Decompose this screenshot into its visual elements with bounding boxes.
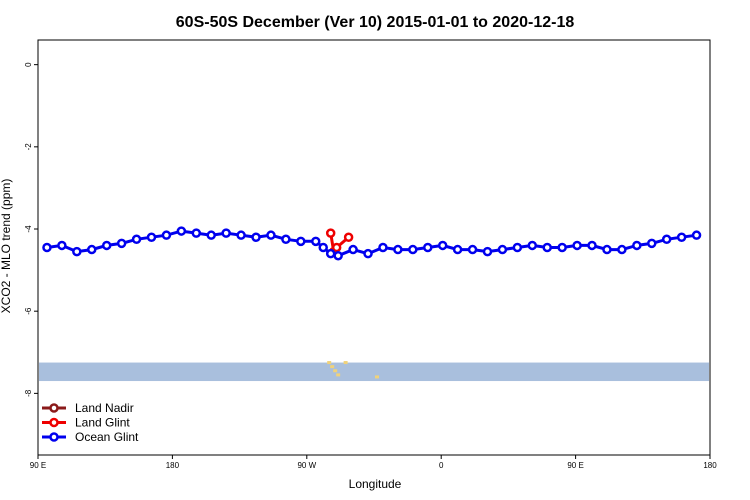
x-tick-label: 90 W bbox=[297, 461, 316, 470]
ocean-glint-point bbox=[602, 244, 612, 255]
legend-land-nadir-marker bbox=[49, 403, 59, 413]
land-patch bbox=[336, 373, 341, 377]
ocean-glint-point bbox=[101, 240, 112, 251]
ocean-glint-point bbox=[176, 226, 187, 236]
land-patch bbox=[333, 369, 338, 373]
ocean-glint-point bbox=[221, 228, 231, 238]
x-axis-label: Longitude bbox=[349, 477, 402, 491]
x-tick-label: 90 E bbox=[30, 461, 46, 470]
ocean-glint-line bbox=[46, 229, 697, 258]
land-patch bbox=[330, 365, 335, 369]
ocean-glint-point bbox=[691, 230, 702, 240]
plot-frame bbox=[37, 39, 711, 456]
land-band-layer bbox=[39, 361, 709, 382]
legend-ocean-glint-marker bbox=[49, 432, 59, 442]
y-tick-label: -2 bbox=[24, 143, 33, 151]
ocean-glint-point bbox=[72, 246, 82, 257]
ocean-glint-point bbox=[363, 248, 373, 259]
ocean-glint-point bbox=[311, 236, 321, 247]
ocean-glint-point bbox=[393, 244, 403, 255]
series-layer bbox=[42, 226, 702, 261]
land-glint-point bbox=[325, 228, 336, 238]
ocean-glint-point bbox=[116, 238, 127, 249]
land-glint-point bbox=[343, 232, 354, 242]
y-axis: 0 -2 -4 -6 -8 bbox=[24, 62, 38, 397]
ocean-glint-point bbox=[408, 244, 418, 255]
legend-land-nadir-label: Land Nadir bbox=[75, 401, 134, 415]
x-tick-label: 180 bbox=[703, 461, 717, 470]
ocean-glint-point bbox=[325, 248, 336, 259]
ocean-glint-point bbox=[587, 240, 597, 251]
ocean-glint-point bbox=[676, 232, 687, 242]
ocean-glint-point bbox=[296, 236, 306, 247]
y-tick-label: 0 bbox=[24, 62, 33, 67]
ocean-glint-point bbox=[527, 240, 538, 251]
ocean-glint-point bbox=[542, 242, 552, 253]
land-patch bbox=[374, 375, 379, 379]
chart-title: 60S-50S December (Ver 10) 2015-01-01 to … bbox=[176, 14, 575, 31]
land-patch bbox=[327, 361, 332, 365]
y-tick-label: -6 bbox=[24, 307, 33, 315]
ocean-glint-point bbox=[482, 246, 493, 257]
ocean-glint-point bbox=[572, 240, 582, 251]
legend-land-glint-marker bbox=[49, 417, 59, 428]
x-tick-label: 180 bbox=[166, 461, 180, 470]
y-axis-label: XCO2 - MLO trend (ppm) bbox=[0, 179, 13, 314]
ocean-band bbox=[39, 362, 709, 382]
ocean-glint-point bbox=[423, 242, 433, 253]
ocean-glint-point bbox=[512, 242, 523, 253]
ocean-glint-point bbox=[161, 230, 172, 240]
ocean-glint-point bbox=[146, 232, 157, 242]
ocean-glint-point bbox=[348, 244, 358, 255]
ocean-glint-point bbox=[131, 234, 142, 245]
ocean-glint-point bbox=[497, 244, 508, 255]
legend-land-glint-label: Land Glint bbox=[75, 416, 130, 430]
ocean-glint-point bbox=[57, 240, 67, 251]
land-patch bbox=[343, 361, 348, 365]
ocean-glint-point bbox=[318, 242, 328, 253]
ocean-glint-point bbox=[452, 244, 463, 255]
x-tick-label: 90 E bbox=[567, 461, 583, 470]
legend-ocean-glint-label: Ocean Glint bbox=[75, 430, 139, 444]
ocean-glint-point bbox=[251, 232, 261, 242]
ocean-glint-point bbox=[191, 228, 202, 238]
ocean-glint-point bbox=[617, 244, 627, 255]
ocean-glint-point bbox=[333, 250, 343, 261]
ocean-glint-point bbox=[42, 242, 52, 253]
ocean-glint-point bbox=[557, 242, 567, 253]
ocean-glint-point bbox=[378, 242, 388, 253]
land-glint-point bbox=[331, 242, 342, 253]
y-tick-label: -4 bbox=[24, 225, 33, 233]
ocean-glint-point bbox=[236, 230, 246, 240]
ocean-glint-point bbox=[266, 230, 276, 240]
x-axis: 90 E 180 90 W 0 90 E 180 bbox=[30, 455, 717, 470]
ocean-glint-point bbox=[467, 244, 478, 255]
x-tick-label: 0 bbox=[439, 461, 444, 470]
ocean-glint-point bbox=[206, 230, 216, 240]
ocean-glint-point bbox=[632, 240, 642, 251]
ocean-glint-point bbox=[437, 240, 448, 251]
y-tick-label: -8 bbox=[24, 389, 33, 397]
ocean-glint-point bbox=[661, 234, 672, 245]
ocean-glint-point bbox=[647, 238, 657, 249]
ocean-glint-point bbox=[281, 234, 291, 245]
ocean-glint-point bbox=[87, 244, 97, 255]
